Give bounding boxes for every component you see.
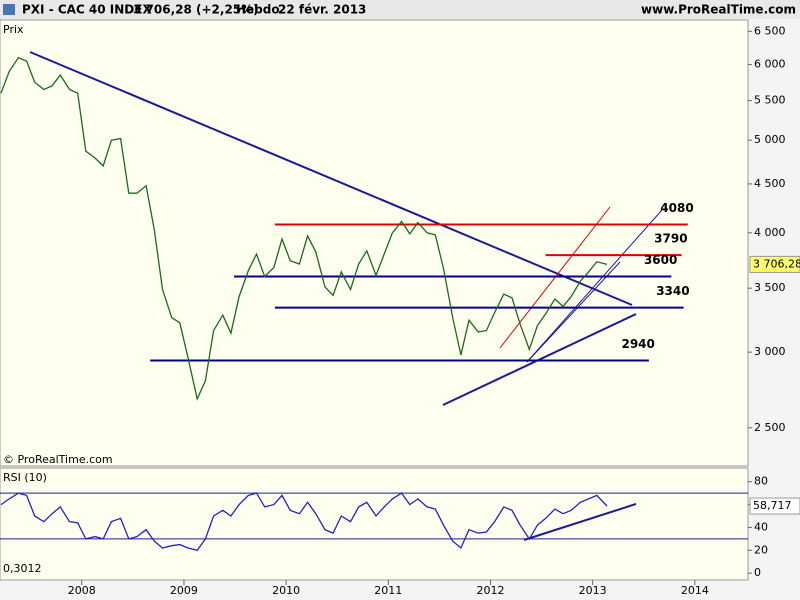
y-tick-label: 40	[754, 520, 768, 533]
channels	[499, 206, 663, 363]
trendline	[29, 51, 633, 306]
y-tick-label: 3 000	[754, 345, 786, 358]
series-line	[0, 56, 608, 401]
y-tick-label: 20	[754, 543, 768, 556]
y-tick-label: 4 000	[754, 226, 786, 239]
series-line	[0, 492, 608, 552]
last-value-label: 3 706,28	[753, 257, 800, 270]
level-label: 4080	[660, 201, 693, 215]
last-value-box	[749, 497, 800, 515]
x-tick-label: 2012	[476, 584, 504, 597]
period: Hebdo	[236, 3, 280, 17]
x-tick-label: 2010	[272, 584, 300, 597]
x-tick-label: 2009	[170, 584, 198, 597]
y-tick-label: 0	[754, 566, 761, 579]
last-value-box	[749, 255, 800, 273]
y-label: Prix	[3, 23, 24, 36]
level-label: 3790	[654, 232, 687, 246]
y-tick-label: 5 500	[754, 94, 786, 107]
x-tick-label: 2013	[579, 584, 607, 597]
last-value-label: 58,717	[753, 499, 792, 512]
y-tick-label: 6 000	[754, 58, 786, 71]
rsi-panel	[0, 467, 749, 581]
y-tick-label: 4 500	[754, 177, 786, 190]
channel-line	[526, 261, 621, 363]
price-panel	[0, 19, 749, 467]
copyright: © ProRealTime.com	[3, 453, 113, 466]
icon	[3, 4, 15, 15]
y-tick-label: 3 500	[754, 281, 786, 294]
rsi-title: RSI (10)	[3, 471, 47, 484]
y-tick-label: 80	[754, 475, 768, 488]
x-tick-label: 2011	[374, 584, 402, 597]
date: 22 févr. 2013	[278, 3, 366, 17]
trendline	[442, 313, 637, 406]
header-bar	[0, 0, 800, 19]
site: www.ProRealTime.com	[641, 3, 796, 17]
y-tick-label: 6 500	[754, 24, 786, 37]
channel-line	[526, 209, 663, 363]
quote: 3 706,28 (+2,25%)	[133, 3, 259, 17]
trendline	[523, 503, 637, 541]
x-tick-label: 2008	[68, 584, 96, 597]
y-tick-label: 5 000	[754, 133, 786, 146]
level-label: 3340	[656, 284, 689, 298]
channel-line	[499, 206, 611, 349]
rsi-annotation: 0,3012	[3, 562, 42, 575]
level-label: 3600	[644, 253, 677, 267]
x-tick-label: 2014	[681, 584, 709, 597]
y-tick-label: 2 500	[754, 421, 786, 434]
symbol: PXI - CAC 40 INDEX	[22, 3, 152, 17]
level-label: 2940	[621, 337, 654, 351]
trendlines	[29, 51, 637, 541]
